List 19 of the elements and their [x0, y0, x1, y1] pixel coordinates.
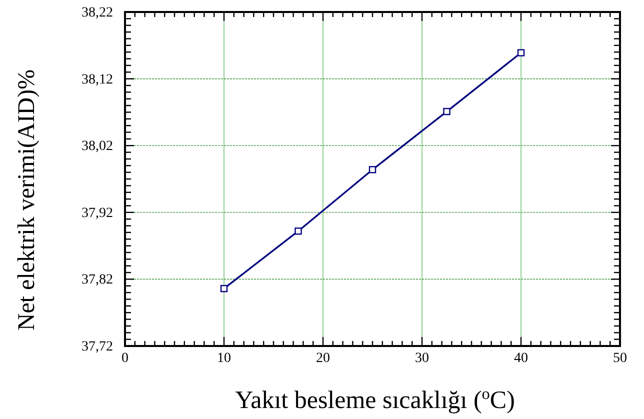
x-tick-label: 40 — [514, 351, 528, 366]
point — [443, 108, 450, 116]
point — [517, 49, 525, 56]
x-tick-label: 50 — [613, 351, 627, 366]
y-tick-label: 38,22 — [82, 6, 113, 20]
point — [294, 228, 302, 235]
x-tick-label: 30 — [415, 351, 429, 366]
y-tick-label: 38,02 — [82, 139, 113, 154]
x-tick-label: 0 — [122, 351, 128, 366]
x-tick-label: 10 — [217, 351, 231, 366]
y-axis-title: Net elektrik verimi(AID)% — [14, 69, 40, 331]
y-tick-label: 37,92 — [82, 206, 113, 221]
point — [368, 166, 376, 174]
y-tick-label: 38,12 — [82, 72, 113, 88]
point — [220, 284, 228, 292]
y-tick-label: 37,72 — [82, 340, 113, 354]
y-tick-label: 37,82 — [82, 272, 113, 288]
x-axis-title: Yakıt besleme sıcaklığı ($^{o}$C) — [235, 385, 515, 414]
x-tick-label: 20 — [316, 351, 330, 366]
